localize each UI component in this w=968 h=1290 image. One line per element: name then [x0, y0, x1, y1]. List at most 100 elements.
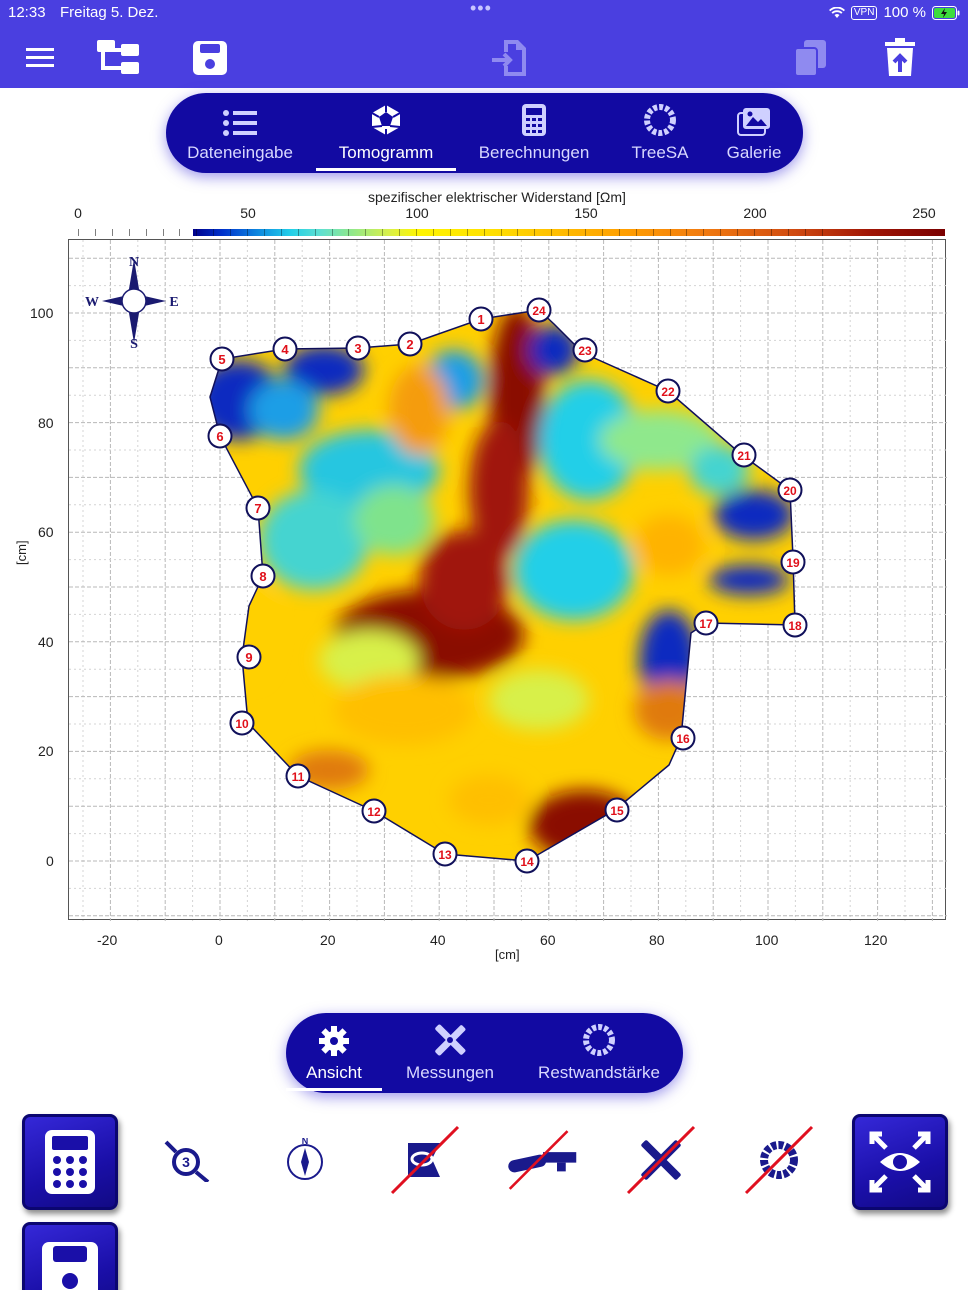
- sensor-marker[interactable]: 16: [670, 725, 696, 751]
- sensor-label: 18: [788, 619, 802, 633]
- tree-outline: [209, 309, 796, 862]
- sensor-marker[interactable]: 23: [572, 337, 598, 363]
- sensor-marker[interactable]: 24: [526, 297, 552, 323]
- tab-dateneingabe[interactable]: Dateneingabe: [184, 93, 296, 173]
- colorbar-minor-tick: [449, 229, 451, 236]
- colorbar-tick: 250: [912, 205, 936, 221]
- sensor-marker[interactable]: 7: [245, 495, 271, 521]
- sensor-marker[interactable]: 5: [209, 346, 235, 372]
- sensor-marker[interactable]: 4: [272, 336, 298, 362]
- colorbar-minor-tick: [94, 229, 96, 236]
- tab-messungen[interactable]: Messungen: [400, 1013, 500, 1093]
- colorbar-minor-tick: [787, 229, 789, 236]
- list-icon: [223, 110, 257, 136]
- tab-label: Berechnungen: [478, 143, 590, 162]
- sensor-label: 21: [737, 449, 751, 463]
- colorbar-minor-tick: [247, 229, 248, 236]
- colorbar-minor-tick: [804, 229, 806, 236]
- sensor-label: 7: [254, 501, 261, 516]
- colorbar-minor-tick: [128, 229, 130, 236]
- sensor-marker[interactable]: 6: [207, 423, 233, 449]
- multitask-dots[interactable]: •••: [470, 0, 492, 18]
- tree-ring-icon: [583, 1024, 615, 1056]
- colorbar-minor-tick: [483, 229, 485, 236]
- sensor-marker[interactable]: 11: [285, 763, 311, 789]
- sensor-marker[interactable]: 15: [604, 797, 630, 823]
- colorbar-minor-tick: [213, 229, 215, 236]
- colorbar-minor-tick: [348, 229, 350, 236]
- sensor-label: 4: [281, 342, 289, 357]
- tab-galerie[interactable]: Galerie: [722, 93, 786, 173]
- tab-label: Restwandstärke: [538, 1063, 660, 1082]
- calculator-icon: [522, 104, 546, 136]
- tab-berechnungen[interactable]: Berechnungen: [474, 93, 594, 173]
- sensor-count-button[interactable]: 3: [152, 1125, 222, 1195]
- wifi-icon: [828, 6, 845, 18]
- sensor-label: 2: [406, 337, 413, 352]
- tomogram-plot[interactable]: N S W E 1 2 3 4 5 6 7 8 9 10 11 12 13 14 15 16 17 18 19 20 2…: [68, 239, 947, 921]
- sensor-marker[interactable]: 13: [432, 841, 458, 867]
- fit-view-button[interactable]: [852, 1114, 948, 1210]
- sensor-marker[interactable]: 17: [693, 610, 719, 636]
- sensor-marker[interactable]: 2: [397, 331, 423, 357]
- view-tab-bar: Ansicht Messungen Restwandstärke: [286, 1013, 683, 1093]
- import-button[interactable]: [486, 34, 534, 82]
- saw-tool-disabled[interactable]: [508, 1125, 578, 1195]
- main-tab-bar: Dateneingabe Tomogramm Berechnungen Tree…: [166, 93, 803, 173]
- sensor-marker[interactable]: 14: [514, 848, 540, 874]
- hierarchy-button[interactable]: [94, 34, 142, 82]
- tag-tool-disabled[interactable]: [390, 1125, 460, 1195]
- colorbar-tick: 150: [574, 205, 598, 221]
- calculate-button[interactable]: [22, 1114, 118, 1210]
- sensor-label: 5: [218, 352, 225, 367]
- colorbar-minor-tick: [416, 229, 417, 236]
- sensor-marker[interactable]: 1: [468, 306, 494, 332]
- sensor-marker[interactable]: 8: [250, 563, 276, 589]
- sensor-marker[interactable]: 12: [361, 798, 387, 824]
- colorbar-tick: 200: [743, 205, 767, 221]
- colorbar-minor-tick: [365, 229, 367, 236]
- colorbar-minor-tick: [399, 229, 401, 236]
- tab-label: Ansicht: [306, 1063, 362, 1082]
- x-tick: 80: [649, 932, 665, 948]
- x-tick: 0: [215, 932, 223, 948]
- colorbar-tick: 0: [74, 205, 82, 221]
- tab-label: TreeSA: [631, 143, 689, 162]
- tab-treesa[interactable]: TreeSA: [628, 93, 692, 173]
- compass-button[interactable]: N: [270, 1125, 340, 1195]
- tab-restwandstaerke[interactable]: Restwandstärke: [536, 1013, 662, 1093]
- sensor-label: 9: [245, 650, 252, 665]
- save-file-button[interactable]: [186, 34, 234, 82]
- tab-label: Messungen: [406, 1063, 494, 1082]
- sensor-marker[interactable]: 3: [345, 335, 371, 361]
- menu-button[interactable]: [16, 34, 64, 82]
- tree-ring-icon: [644, 104, 676, 136]
- measure-tool-disabled[interactable]: [626, 1125, 696, 1195]
- ring-tool-disabled[interactable]: [744, 1125, 814, 1195]
- compass-s: S: [130, 337, 138, 352]
- tab-ansicht[interactable]: Ansicht: [286, 1013, 382, 1093]
- copy-button[interactable]: [786, 34, 834, 82]
- sensor-marker[interactable]: 20: [777, 477, 803, 503]
- tab-tomogramm[interactable]: Tomogramm: [316, 93, 456, 173]
- calculator-icon: [45, 1130, 95, 1194]
- colorbar-minor-tick: [754, 229, 755, 236]
- sensor-marker[interactable]: 21: [731, 442, 757, 468]
- colorbar-tick: 100: [405, 205, 429, 221]
- x-tick: 20: [320, 932, 336, 948]
- colorbar-minor-tick: [770, 229, 772, 236]
- sensor-marker[interactable]: 9: [236, 644, 262, 670]
- save-button[interactable]: [22, 1222, 118, 1290]
- sensor-marker[interactable]: 18: [782, 612, 808, 638]
- sensor-marker[interactable]: 22: [655, 378, 681, 404]
- save-icon: [42, 1242, 98, 1290]
- delete-upload-button[interactable]: [876, 34, 924, 82]
- colorbar-minor-tick: [618, 229, 620, 236]
- copy-icon: [794, 40, 826, 77]
- sensor-marker[interactable]: 10: [229, 710, 255, 736]
- sensor-marker[interactable]: 19: [780, 549, 806, 575]
- y-tick: 20: [38, 743, 54, 759]
- save-icon: [193, 41, 227, 75]
- sensor-label: 14: [520, 855, 534, 869]
